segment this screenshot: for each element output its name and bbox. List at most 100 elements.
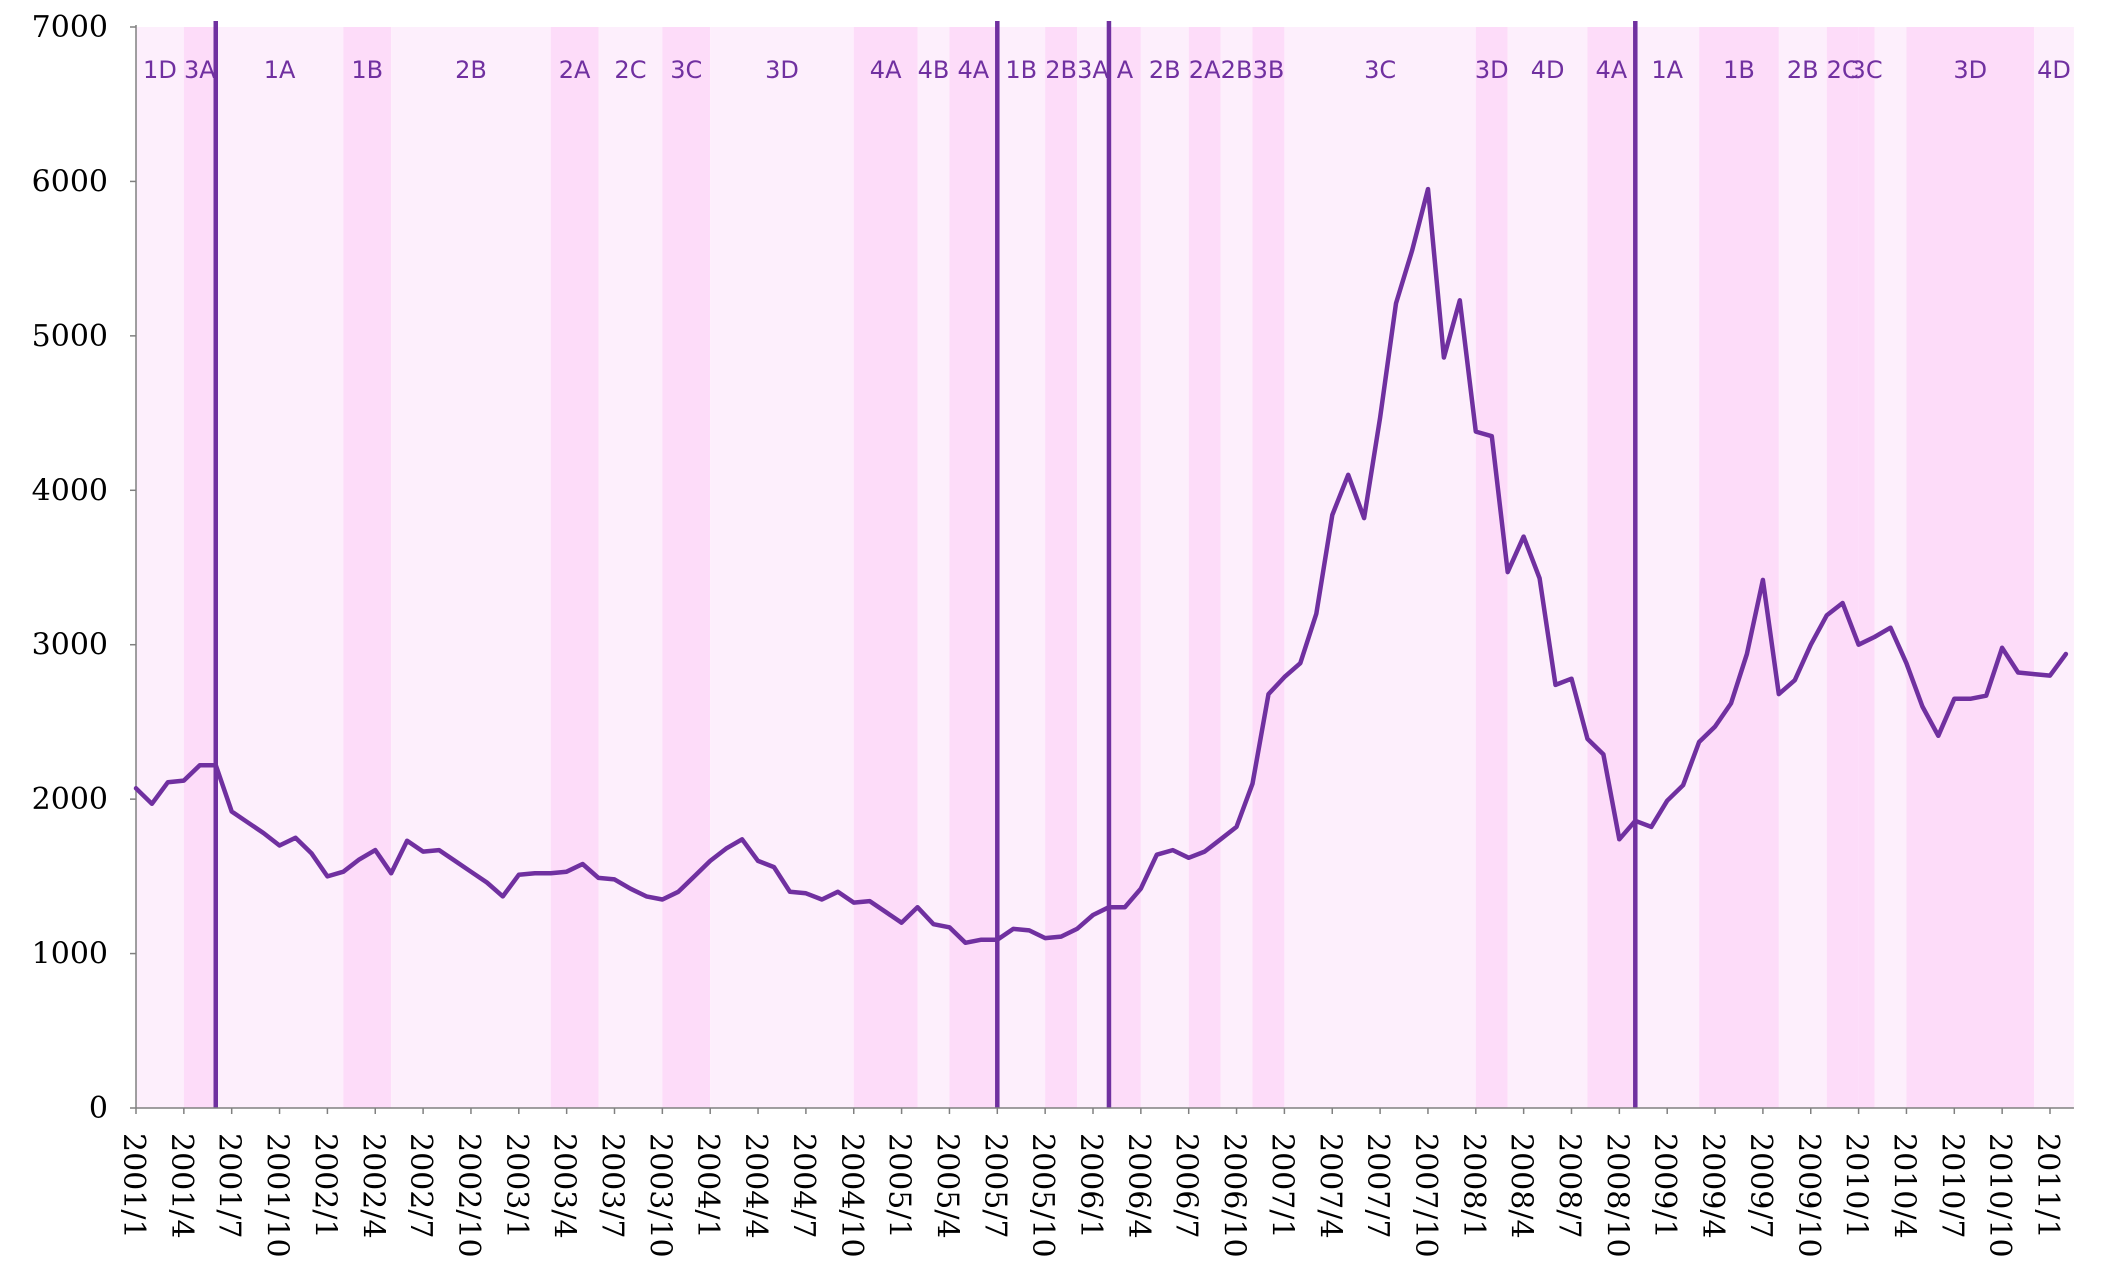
data-point bbox=[1666, 800, 1668, 802]
phase-band bbox=[343, 27, 392, 1108]
phase-label: 4A bbox=[1596, 56, 1628, 84]
x-tick-label: 2002/1 bbox=[307, 1133, 342, 1239]
data-point bbox=[1220, 838, 1222, 840]
phase-band bbox=[1906, 27, 2035, 1108]
data-point bbox=[135, 787, 137, 789]
data-point bbox=[1267, 693, 1269, 695]
phase-band bbox=[136, 27, 184, 1108]
x-tick-label: 2006/4 bbox=[1121, 1133, 1156, 1239]
data-point bbox=[1650, 826, 1652, 828]
phase-band bbox=[1778, 27, 1827, 1108]
phase-band bbox=[1077, 27, 1109, 1108]
data-point bbox=[534, 872, 536, 874]
data-point bbox=[1810, 644, 1812, 646]
data-point bbox=[231, 810, 233, 812]
data-point bbox=[598, 877, 600, 879]
x-tick-label: 2001/1 bbox=[116, 1133, 151, 1239]
phase-band bbox=[598, 27, 663, 1108]
data-point bbox=[645, 895, 647, 897]
data-point bbox=[885, 911, 887, 913]
data-point bbox=[1347, 474, 1349, 476]
data-point bbox=[1826, 614, 1828, 616]
x-tick-label: 2001/4 bbox=[164, 1133, 199, 1239]
data-point bbox=[1634, 820, 1636, 822]
data-point bbox=[1044, 937, 1046, 939]
y-tick-labels: 0 1000 2000 3000 4000 5000 6000 7000 bbox=[32, 10, 108, 1126]
phase-label: 4A bbox=[870, 56, 902, 84]
x-tick-label: 2010/7 bbox=[1934, 1133, 1969, 1239]
data-point bbox=[422, 851, 424, 853]
phase-label: 3B bbox=[1253, 56, 1285, 84]
data-point bbox=[390, 872, 392, 874]
phase-band bbox=[949, 27, 998, 1108]
data-point bbox=[454, 860, 456, 862]
phase-band bbox=[1220, 27, 1253, 1108]
phase-band bbox=[1108, 27, 1141, 1108]
data-point bbox=[295, 837, 296, 839]
data-point bbox=[1985, 695, 1987, 697]
y-tick-label: 1000 bbox=[32, 937, 108, 972]
data-point bbox=[1714, 726, 1716, 728]
phase-band bbox=[1874, 27, 1907, 1108]
data-point bbox=[1874, 636, 1876, 638]
data-point bbox=[310, 852, 312, 854]
data-point bbox=[167, 781, 169, 783]
data-point bbox=[1156, 854, 1158, 856]
data-point bbox=[901, 922, 903, 924]
data-point bbox=[1028, 929, 1030, 931]
series bbox=[133, 186, 2069, 946]
phase-band bbox=[391, 27, 551, 1108]
data-point bbox=[629, 888, 631, 890]
data-point bbox=[1969, 698, 1971, 700]
y-tick-label: 0 bbox=[89, 1091, 108, 1126]
phase-label: 4B bbox=[918, 56, 950, 84]
regime-lines bbox=[213, 21, 1638, 1108]
x-tick-label: 2008/4 bbox=[1504, 1133, 1539, 1239]
data-point bbox=[1108, 906, 1110, 908]
data-point bbox=[1571, 678, 1572, 680]
phase-band bbox=[1635, 27, 1700, 1108]
phase-label: 3C bbox=[1364, 56, 1396, 84]
x-tick-label: 2010/10 bbox=[1982, 1133, 2017, 1258]
data-point bbox=[263, 832, 265, 834]
phase-band bbox=[1699, 27, 1779, 1108]
data-point bbox=[996, 939, 998, 941]
phase-band bbox=[997, 27, 1046, 1108]
phase-label: 2B bbox=[1045, 56, 1077, 84]
phase-label: 2A bbox=[559, 56, 591, 84]
x-tick-label: 2002/10 bbox=[451, 1133, 486, 1258]
phase-label: 3D bbox=[1953, 56, 1987, 84]
x-tick-label: 2006/1 bbox=[1073, 1133, 1108, 1239]
data-point bbox=[1842, 602, 1844, 604]
phase-label: 2C bbox=[614, 56, 646, 84]
data-point bbox=[773, 866, 775, 868]
phase-bands bbox=[136, 27, 2074, 1108]
data-point bbox=[741, 838, 743, 840]
data-point bbox=[709, 860, 711, 862]
x-tick-label: 2005/1 bbox=[882, 1133, 917, 1239]
phase-label: 1A bbox=[264, 56, 296, 84]
data-point bbox=[566, 871, 568, 873]
x-tick-label: 2006/7 bbox=[1169, 1133, 1204, 1239]
x-tick-label: 2009/7 bbox=[1743, 1133, 1778, 1239]
x-tick-label: 2007/4 bbox=[1312, 1133, 1347, 1239]
data-point bbox=[1762, 579, 1764, 581]
x-tick-label: 2009/1 bbox=[1647, 1133, 1682, 1239]
data-point bbox=[1698, 741, 1700, 743]
x-tick-label: 2011/1 bbox=[2030, 1133, 2065, 1239]
x-tick-label: 2008/10 bbox=[1599, 1133, 1634, 1258]
data-point bbox=[1475, 431, 1477, 433]
data-point bbox=[1682, 784, 1684, 786]
x-tick-label: 2009/4 bbox=[1695, 1133, 1730, 1239]
data-point bbox=[2049, 675, 2051, 677]
phase-label: 4A bbox=[958, 56, 990, 84]
data-point bbox=[1236, 826, 1238, 828]
phase-label: 1B bbox=[1005, 56, 1037, 84]
data-point bbox=[933, 923, 934, 925]
phase-label: 1B bbox=[1723, 56, 1755, 84]
data-point bbox=[1012, 928, 1014, 930]
phase-band bbox=[215, 27, 344, 1108]
data-point bbox=[1778, 693, 1780, 695]
y-tick-label: 3000 bbox=[32, 628, 108, 663]
